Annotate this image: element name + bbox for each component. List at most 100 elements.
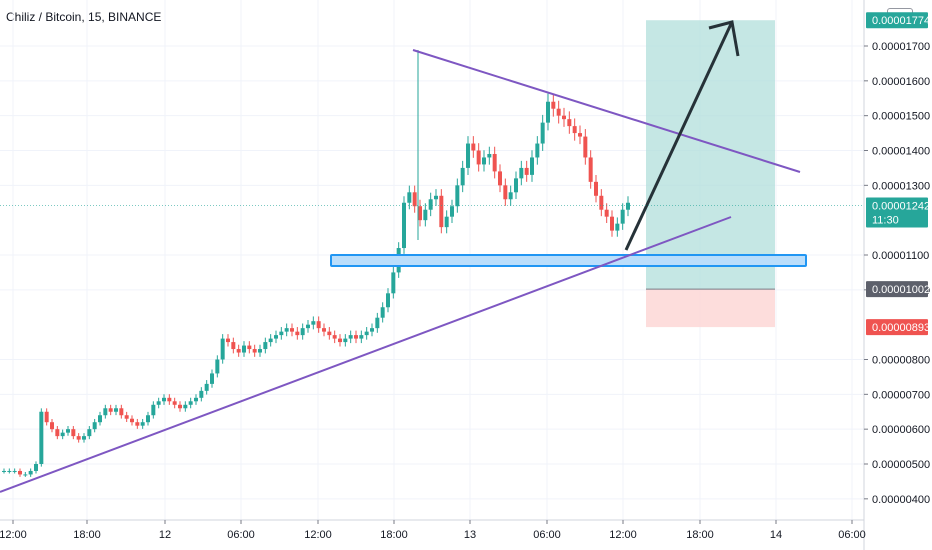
candle-body <box>290 328 294 332</box>
x-tick-label: 18:00 <box>73 529 101 541</box>
candle-body <box>119 408 124 416</box>
ascending-trendline <box>0 216 732 493</box>
y-tick-label: 0.00000700 <box>872 389 930 401</box>
x-tick-label: 12:00 <box>0 529 27 541</box>
x-tick-label: 18:00 <box>380 529 408 541</box>
candle-body <box>18 470 22 475</box>
entry-price-badge-label: 0.00001002 <box>872 284 930 296</box>
candle-body <box>439 195 444 228</box>
candle-body <box>98 415 102 423</box>
y-tick-label: 0.00000500 <box>872 459 930 471</box>
candle-body <box>514 178 518 193</box>
candle-body <box>226 338 230 343</box>
candle-body <box>76 436 81 440</box>
candle-body <box>258 349 262 353</box>
price-badges: 0.00001774 0.00001242 11:30 0.00001002 0.000… <box>0 12 930 336</box>
candle-body <box>162 397 166 402</box>
candle-body <box>215 359 220 374</box>
candle-body <box>572 126 577 134</box>
entry-price-badge-bg <box>866 281 928 298</box>
x-tick-label: 12 <box>159 529 171 541</box>
candle-body <box>34 464 38 471</box>
candle-body <box>567 119 572 127</box>
current-price-badge-bg <box>866 197 928 228</box>
y-tick-label: 0.00001100 <box>872 250 929 262</box>
candle-body <box>172 401 177 405</box>
stop-price-badge-bg <box>866 319 928 336</box>
candle-body <box>236 349 241 353</box>
candle-body <box>332 335 337 339</box>
candle-body <box>578 133 582 137</box>
chart-title: Chiliz / Bitcoin, 15, BINANCE <box>6 10 162 24</box>
candle-body <box>482 157 486 165</box>
y-tick-label: 0.00001600 <box>872 76 930 88</box>
candle-body <box>380 307 385 318</box>
candle-body <box>428 199 433 210</box>
candle-body <box>274 335 278 339</box>
candle-body <box>359 335 364 339</box>
candle-body <box>407 192 412 203</box>
candle-body <box>412 192 417 207</box>
candle-body <box>242 345 246 353</box>
candle-body <box>418 206 422 221</box>
candle-body <box>204 383 209 391</box>
candle-body <box>519 167 524 179</box>
candle-body <box>327 331 332 336</box>
candle-body <box>498 171 502 186</box>
y-tick-label: 0.00001500 <box>872 111 930 123</box>
candle-body <box>210 373 214 384</box>
candle-body <box>316 321 321 329</box>
candle-body <box>450 206 454 217</box>
candle-body <box>460 167 465 186</box>
candle-body <box>60 432 65 437</box>
candle-body <box>492 153 497 172</box>
candle-body <box>338 338 342 343</box>
candle-body <box>402 202 406 249</box>
candle-body <box>247 345 252 350</box>
candle-body <box>343 338 348 343</box>
candle-body <box>130 418 134 423</box>
candle-body <box>23 474 28 476</box>
candle-body <box>348 335 353 339</box>
candle-body <box>183 404 188 409</box>
current-price-badge-countdown: 11:30 <box>872 215 899 227</box>
candle-body <box>124 415 129 419</box>
candle-body <box>263 342 268 350</box>
candle-body <box>156 401 161 405</box>
candle-body <box>2 470 6 472</box>
candle-body <box>71 429 76 437</box>
candle-body <box>476 150 481 165</box>
candle-body <box>364 331 369 336</box>
candle-body <box>140 422 145 426</box>
candle-body <box>268 338 273 343</box>
candle-body <box>626 202 630 210</box>
candle-body <box>546 101 550 123</box>
candle-body <box>39 411 44 464</box>
candle-body <box>7 470 12 472</box>
candle-body <box>594 181 598 196</box>
support-zone <box>330 254 807 267</box>
target-price-badge-label: 0.00001774 <box>872 15 930 27</box>
candle-body <box>370 328 374 332</box>
target-price-badge-bg <box>866 12 928 29</box>
x-tick-label: 14 <box>770 529 782 541</box>
drawings <box>0 20 807 493</box>
y-tick-label: 0.00000400 <box>872 494 930 506</box>
candle-body <box>354 335 358 339</box>
candle-body <box>322 328 326 332</box>
candle-body <box>508 192 513 200</box>
candle-body <box>599 195 604 210</box>
candle-body <box>524 167 529 175</box>
x-tick-label: 12:00 <box>609 529 637 541</box>
y-tick-label: 0.00001300 <box>872 180 930 192</box>
candle-body <box>50 422 54 430</box>
x-tick-label: 12:00 <box>304 529 332 541</box>
candle-body <box>444 216 449 228</box>
candle-body <box>540 122 545 144</box>
candles <box>2 50 630 477</box>
x-tick-label: 06:00 <box>838 529 866 541</box>
candle-body <box>199 390 204 398</box>
candle-body <box>167 397 172 402</box>
y-tick-label: 0.00001400 <box>872 146 930 158</box>
